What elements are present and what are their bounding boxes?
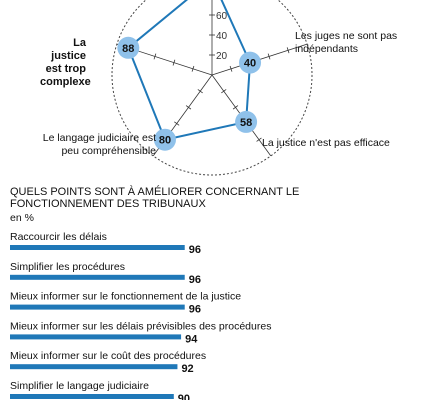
tick-mark — [232, 105, 239, 110]
value-label: 88 — [122, 43, 134, 55]
value-label: 90 — [178, 393, 190, 400]
category-label: Mieux informer sur le coût des procédure… — [10, 350, 206, 362]
axis-label: Le langage judiciaire est peu compréhens… — [42, 132, 156, 157]
value-marker — [153, 128, 176, 151]
value-marker — [239, 51, 262, 74]
value-marker — [117, 36, 140, 59]
axis-label: La justice est trop complexe — [40, 37, 91, 88]
bar — [10, 394, 174, 399]
value-label: 94 — [185, 333, 198, 345]
r-tick-label: 60 — [216, 11, 228, 22]
bar — [10, 245, 185, 250]
category-label: Simplifier les procédures — [10, 261, 125, 273]
outer-ring — [111, 0, 313, 176]
tick-mark — [174, 121, 180, 126]
tick-mark — [172, 59, 176, 66]
bar-subtitle: en % — [10, 212, 34, 224]
category-label: Simplifier le langage judiciaire — [10, 380, 149, 392]
tick-mark — [267, 53, 271, 60]
value-marker — [235, 110, 258, 133]
value-label: 96 — [189, 244, 201, 256]
bar — [10, 334, 182, 340]
tick-mark — [185, 105, 192, 110]
r-tick-label: 40 — [216, 31, 228, 42]
category-label: Raccourcir les délais — [10, 231, 107, 243]
tick-mark — [197, 89, 203, 94]
bar-title: QUELS POINTS SONT À AMÉLIORER CONCERNANT… — [10, 186, 300, 210]
value-label: 58 — [240, 117, 252, 129]
r-tick-label: 20 — [216, 51, 228, 62]
bar — [10, 364, 178, 370]
value-label: 92 — [181, 363, 193, 375]
axis-label: La justice n'est pas efficace — [262, 137, 390, 149]
tick-mark — [191, 65, 195, 72]
value-label: 40 — [244, 58, 256, 70]
value-label: 96 — [189, 304, 201, 316]
tick-mark — [221, 89, 227, 94]
category-label: Mieux informer sur les délais prévisible… — [10, 320, 271, 332]
tick-mark — [286, 47, 290, 54]
bar — [10, 274, 185, 280]
value-label: 80 — [159, 135, 171, 147]
tick-mark — [256, 137, 262, 142]
tick-mark — [229, 65, 233, 72]
tick-mark — [153, 53, 157, 60]
radar-line — [127, 0, 252, 141]
bar — [10, 304, 185, 310]
axis-label: Les juges ne sont pas indépendants — [295, 30, 398, 55]
category-label: Mieux informer sur le fonctionnement de … — [10, 291, 241, 303]
value-label: 96 — [189, 274, 201, 286]
